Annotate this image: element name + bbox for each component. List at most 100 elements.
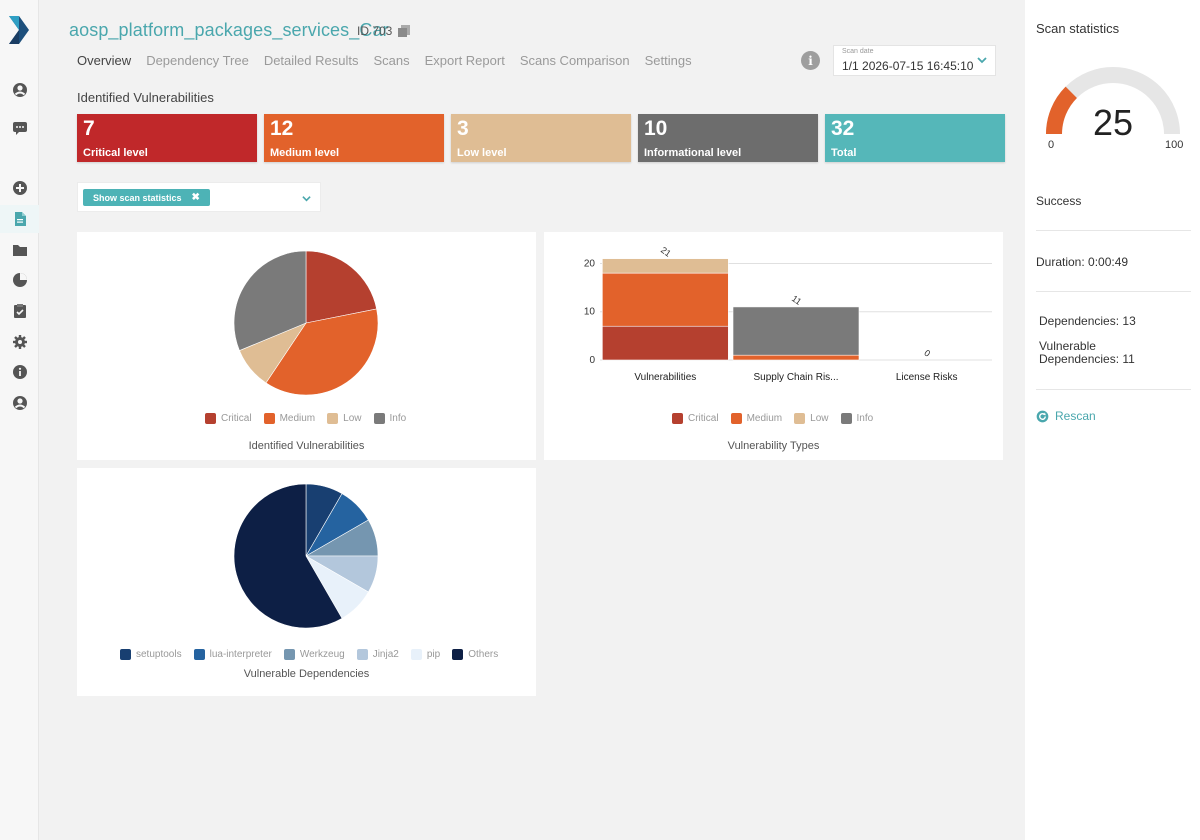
identified-vulnerabilities-panel: Critical Medium Low Info Identified Vuln… (77, 232, 536, 460)
informational-card[interactable]: 10 Informational level (638, 114, 818, 162)
close-icon[interactable]: ✖ (191, 192, 200, 203)
card-label: Medium level (270, 147, 340, 159)
sidebar-item-tasks[interactable] (11, 302, 29, 320)
medium-card[interactable]: 12 Medium level (264, 114, 444, 162)
card-value: 3 (457, 117, 469, 140)
legend-swatch (356, 649, 368, 660)
tab-scans-comparison[interactable]: Scans Comparison (519, 53, 630, 68)
card-value: 7 (83, 117, 95, 140)
tab-export-report[interactable]: Export Report (424, 53, 505, 68)
section-title: Identified Vulnerabilities (77, 90, 214, 105)
pie-slice-critical[interactable] (305, 250, 377, 324)
tab-dependency-tree[interactable]: Dependency Tree (146, 53, 249, 68)
project-id: ID 703 (357, 24, 393, 38)
card-label: Total (831, 147, 857, 159)
info-icon[interactable]: i (801, 51, 820, 70)
divider (1036, 389, 1191, 390)
statistics-filter-select[interactable]: Show scan statistics ✖ (77, 182, 321, 212)
pie1-legend: Critical Medium Low Info (205, 413, 406, 424)
card-value: 10 (644, 117, 668, 140)
legend-item-critical[interactable]: Critical (205, 413, 252, 424)
tab-settings[interactable]: Settings (644, 53, 692, 68)
legend-swatch (283, 649, 295, 660)
pie-slice-medium[interactable] (265, 308, 379, 396)
legend-swatch (193, 649, 205, 660)
legend-item-info[interactable]: Info (373, 413, 406, 424)
critical-card[interactable]: 7 Critical level (77, 114, 257, 162)
sidebar-item-new-scan[interactable] (11, 179, 29, 197)
legend-item-info[interactable]: Info (840, 413, 873, 424)
sidebar-item-about[interactable] (11, 363, 29, 381)
total-card[interactable]: 32 Total (825, 114, 1005, 162)
legend-item-low[interactable]: Low (327, 413, 362, 424)
y-tick-label: 10 (584, 307, 596, 318)
tab-scans[interactable]: Scans (373, 53, 410, 68)
gauge-value: 25 (1092, 102, 1134, 143)
legend-item-setuptools[interactable]: setuptools (120, 649, 182, 660)
y-tick-label: 20 (584, 258, 596, 269)
pie-slice-info[interactable] (233, 250, 307, 351)
legend-swatch (452, 649, 464, 660)
sidebar-item-profile[interactable] (11, 394, 29, 412)
legend-label: setuptools (136, 649, 182, 660)
tab-overview[interactable]: Overview (77, 53, 132, 68)
legend-swatch (730, 413, 742, 424)
legend-swatch (205, 413, 216, 424)
legend-item-pip[interactable]: pip (410, 649, 440, 660)
tab-bar: Overview Dependency Tree Detailed Result… (77, 53, 707, 68)
scan-date-label: Scan date (842, 48, 874, 55)
bar-segment-low[interactable] (602, 258, 729, 274)
document-icon (15, 212, 26, 226)
refresh-icon (1036, 410, 1049, 422)
sidebar-item-folders[interactable] (11, 241, 29, 259)
low-card[interactable]: 3 Low level (451, 114, 631, 162)
legend-item-werkzeug[interactable]: Werkzeug (283, 649, 345, 660)
sidebar-item-settings[interactable] (11, 333, 29, 351)
legend-item-lua-interpreter[interactable]: lua-interpreter (193, 649, 272, 660)
panel-caption: Vulnerable Dependencies (243, 668, 370, 680)
vulnerability-types-panel: 0 10 20 21 Vulnerabilities 11 Supply Chain Ris… (544, 232, 1003, 460)
bar-segment-medium[interactable] (602, 272, 729, 327)
legend-label: Low (343, 413, 362, 424)
legend-item-medium[interactable]: Medium (263, 413, 316, 424)
bar-total-label: 0 (922, 348, 932, 359)
scan-date-select[interactable]: Scan date 1/1 2026-07-15 16:45:10 (833, 45, 996, 76)
legend-item-low[interactable]: Low (794, 413, 829, 424)
pie2-legend: setuptools lua-interpreter Werkzeug Jinj… (120, 649, 498, 660)
sidebar-item-account[interactable] (11, 81, 29, 99)
legend-swatch (672, 413, 683, 424)
x-category-label: License Risks (896, 372, 958, 383)
copy-icon[interactable] (397, 24, 411, 38)
bar-segment-medium[interactable] (732, 354, 860, 361)
legend-item-jinja2[interactable]: Jinja2 (356, 649, 399, 660)
bar-segment-info[interactable] (732, 306, 860, 356)
pie-slice-others[interactable] (233, 483, 343, 629)
rescan-button[interactable]: Rescan (1036, 409, 1096, 423)
bar-segment-critical[interactable] (602, 325, 729, 361)
chat-icon (13, 122, 27, 135)
legend-item-critical[interactable]: Critical (672, 413, 719, 424)
legend-item-medium[interactable]: Medium (730, 413, 782, 424)
gauge-min: 0 (1048, 139, 1055, 151)
legend-label: Medium (279, 413, 316, 424)
x-category-label: Supply Chain Ris... (753, 372, 838, 383)
sidebar (0, 0, 39, 840)
sidebar-item-reports[interactable] (11, 271, 29, 289)
bar-legend: Critical Medium Low Info (672, 413, 873, 424)
legend-swatch (120, 649, 131, 660)
scan-duration: Duration: 0:00:49 (1036, 255, 1129, 269)
scan-status: Success (1036, 194, 1082, 208)
legend-label: Critical (688, 413, 719, 424)
sidebar-item-projects[interactable] (11, 210, 29, 228)
bar-total-label: 21 (659, 245, 673, 259)
tab-detailed-results[interactable]: Detailed Results (263, 53, 359, 68)
logo-icon[interactable] (7, 14, 31, 46)
filter-chip-label: Show scan statistics (93, 192, 182, 203)
main-content: aosp_platform_packages_services_Car ID 7… (39, 0, 1025, 840)
legend-item-others[interactable]: Others (452, 649, 498, 660)
sidebar-item-messages[interactable] (11, 119, 29, 137)
bar-total-label: 11 (790, 293, 803, 307)
filter-chip[interactable]: Show scan statistics ✖ (83, 189, 210, 206)
card-label: Critical level (83, 147, 148, 159)
pie-chart-icon (13, 273, 27, 287)
